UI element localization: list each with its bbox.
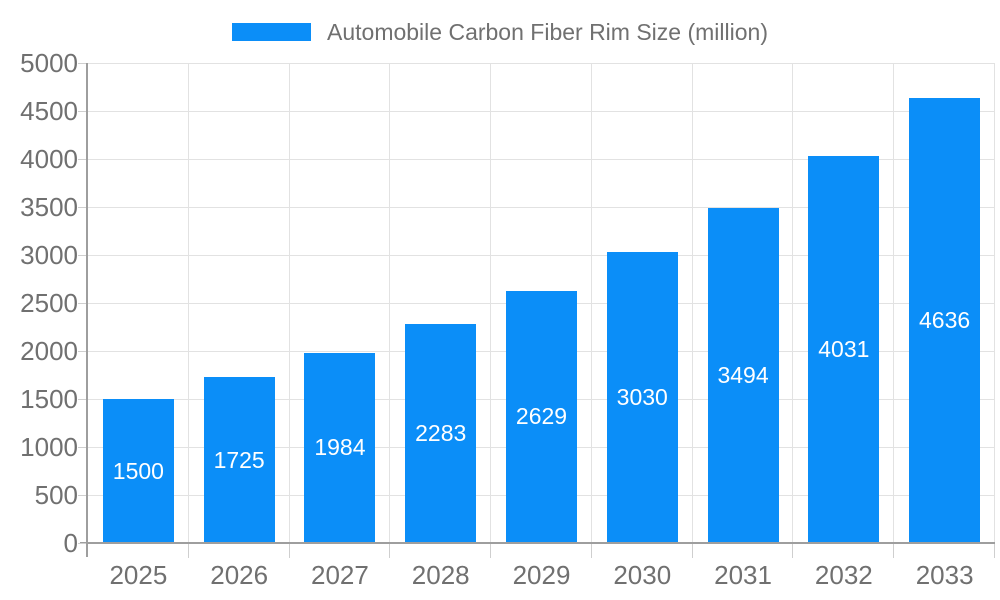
x-axis-tick <box>994 544 995 558</box>
y-axis-tick <box>78 111 86 112</box>
bar-2033[interactable]: 4636 <box>909 97 981 543</box>
y-axis-tick-label: 1000 <box>20 432 78 462</box>
y-gridline <box>88 159 995 160</box>
y-axis-tick <box>78 543 86 544</box>
bar-2026[interactable]: 1725 <box>203 377 275 543</box>
x-axis-tick <box>389 544 391 558</box>
bar-value-label: 2629 <box>515 403 568 430</box>
y-axis-tick <box>78 207 86 208</box>
y-axis-tick <box>78 399 86 400</box>
y-axis-tick <box>78 255 86 256</box>
legend-label: Automobile Carbon Fiber Rim Size (millio… <box>327 18 768 45</box>
plot-area: 1500 1725 1984 2283 2629 3030 3494 4031 4636 <box>88 63 995 543</box>
y-axis-tick <box>78 447 86 448</box>
x-gridline <box>288 63 290 543</box>
x-axis-tick <box>490 544 492 558</box>
y-axis-tick-label: 2000 <box>20 336 78 366</box>
bar-2029[interactable]: 2629 <box>506 290 577 543</box>
x-axis-tick <box>691 544 693 558</box>
bar-value-label: 4636 <box>919 306 971 333</box>
x-axis-tick <box>288 544 290 558</box>
x-axis-tick-label: 2028 <box>411 560 470 590</box>
x-axis-tick-label: 2026 <box>210 560 269 590</box>
x-gridline <box>994 63 995 543</box>
x-axis-tick-label: 2032 <box>814 560 873 590</box>
x-gridline <box>389 63 391 543</box>
y-axis-tick-label: 500 <box>34 480 78 510</box>
x-gridline <box>893 63 895 543</box>
x-axis-tick <box>187 544 189 558</box>
bar-value-label: 1500 <box>112 457 164 484</box>
bar-2028[interactable]: 2283 <box>405 323 477 543</box>
bar-value-label: 1725 <box>213 446 265 473</box>
x-axis-tick <box>893 544 895 558</box>
x-axis-tick-label: 2025 <box>109 560 168 590</box>
y-axis-tick-label: 4500 <box>20 96 78 126</box>
x-gridline <box>691 63 693 543</box>
bar-value-label: 3494 <box>717 361 769 388</box>
x-gridline <box>490 63 492 543</box>
bar-2025[interactable]: 1500 <box>102 399 174 543</box>
bar-2031[interactable]: 3494 <box>707 207 779 543</box>
y-axis-tick-label: 4000 <box>20 144 78 174</box>
y-axis-tick-label: 5000 <box>20 48 78 78</box>
y-axis-line <box>86 63 88 557</box>
bar-2032[interactable]: 4031 <box>808 156 880 543</box>
legend-item[interactable]: Automobile Carbon Fiber Rim Size (millio… <box>0 14 1000 50</box>
y-axis-tick-label: 2500 <box>20 288 78 318</box>
bar-2030[interactable]: 3030 <box>606 252 678 543</box>
x-axis-tick-label: 2030 <box>613 560 672 590</box>
x-axis-tick-label: 2027 <box>311 560 369 590</box>
y-axis-tick-label: 0 <box>63 528 78 558</box>
y-axis-tick-label: 1500 <box>20 384 78 414</box>
bar-value-label: 4031 <box>818 336 870 362</box>
x-axis-tick <box>590 544 592 558</box>
bar-2027[interactable]: 1984 <box>304 352 376 543</box>
y-gridline <box>88 255 995 256</box>
bar-value-label: 3030 <box>616 384 668 411</box>
x-gridline <box>792 63 794 543</box>
y-axis-tick <box>78 63 86 64</box>
y-axis-tick <box>78 351 86 352</box>
x-axis-tick-label: 2033 <box>915 560 974 590</box>
y-gridline <box>88 63 995 64</box>
x-axis-line <box>80 542 995 544</box>
y-axis-tick <box>78 495 86 496</box>
x-axis-tick-label: 2031 <box>714 560 772 590</box>
y-gridline <box>88 207 995 208</box>
x-gridline <box>590 63 592 543</box>
y-axis-tick-label: 3500 <box>20 192 78 222</box>
x-axis-tick-label: 2029 <box>512 560 571 590</box>
legend-swatch-icon <box>232 23 311 41</box>
y-axis-tick <box>78 303 86 304</box>
y-axis-tick-label: 3000 <box>20 240 78 270</box>
x-axis-tick <box>792 544 794 558</box>
bar-value-label: 2283 <box>415 419 467 446</box>
bar-value-label: 1984 <box>314 434 366 461</box>
y-axis-tick <box>78 159 86 160</box>
x-gridline <box>187 63 189 543</box>
y-gridline <box>88 111 995 112</box>
